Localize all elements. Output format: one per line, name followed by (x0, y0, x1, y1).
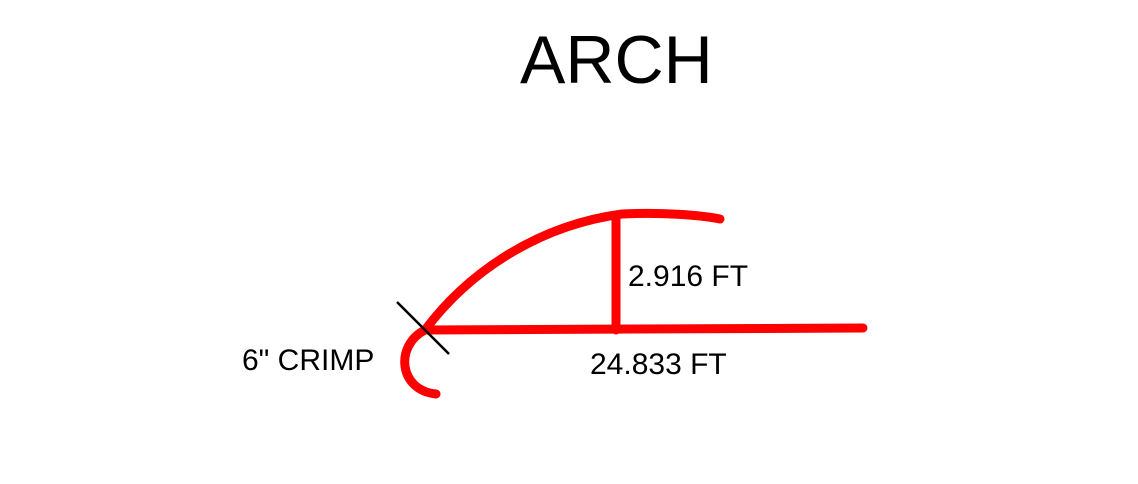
span-line (420, 323, 868, 335)
crimp-label: 6" CRIMP (242, 344, 375, 377)
crimp-curl (400, 325, 441, 399)
height-label: 2.916 FT (628, 260, 749, 293)
span-label: 24.833 FT (590, 348, 727, 381)
diagram-title: ARCH (520, 22, 713, 98)
arch-curve (420, 208, 725, 335)
crimp-marker (396, 301, 450, 355)
